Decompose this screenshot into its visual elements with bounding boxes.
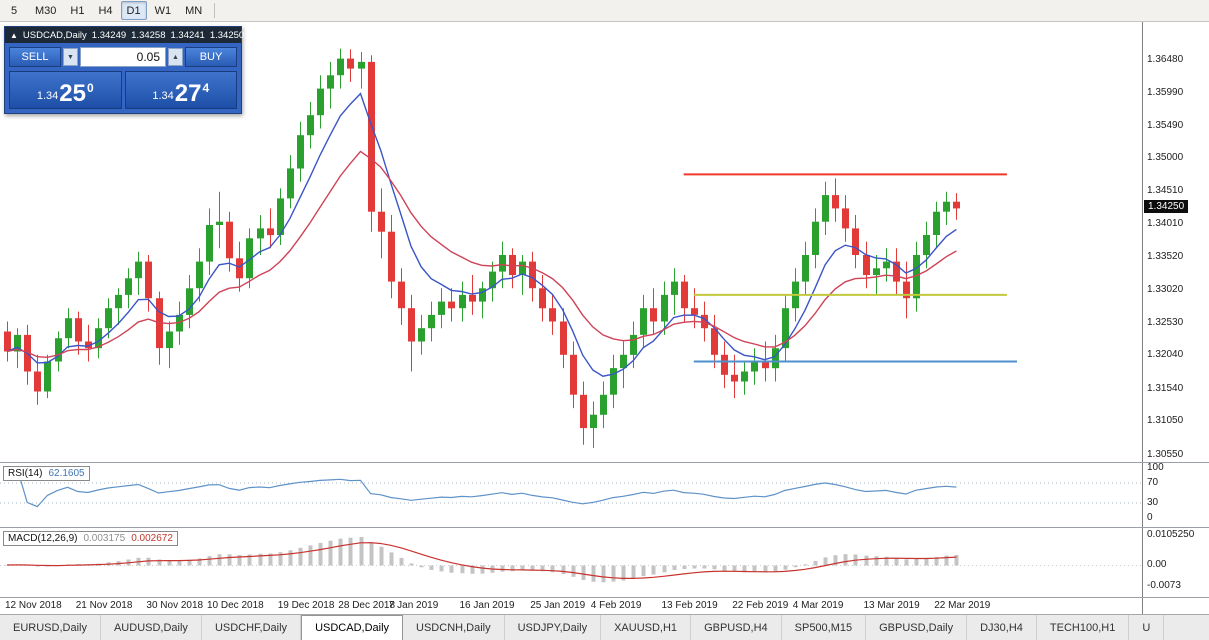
sell-price-prefix: 1.34 — [36, 90, 59, 102]
macd-axis-label: 0.0105250 — [1147, 529, 1195, 540]
rsi-canvas[interactable] — [0, 463, 1142, 527]
date-label: 21 Nov 2018 — [75, 600, 133, 611]
date-label: 22 Feb 2019 — [732, 600, 789, 611]
date-label: 7 Jan 2019 — [388, 600, 439, 611]
trade-panel-header[interactable]: ▲ USDCAD,Daily 1.34249 1.34258 1.34241 1… — [5, 27, 245, 43]
pane-separator[interactable] — [0, 462, 1209, 463]
buy-button[interactable]: BUY — [185, 47, 237, 67]
date-label: 12 Nov 2018 — [5, 600, 62, 611]
tab-u[interactable]: U — [1129, 615, 1165, 640]
trade-controls-row: SELL ▼ ▲ BUY — [5, 43, 241, 69]
date-label: 13 Feb 2019 — [661, 600, 718, 611]
one-click-trading-panel: ▲ USDCAD,Daily 1.34249 1.34258 1.34241 1… — [4, 26, 245, 114]
macd-axis-label: 0.00 — [1147, 559, 1167, 570]
macd-signal-value: 0.002672 — [131, 533, 173, 544]
tab-dj30-h4[interactable]: DJ30,H4 — [967, 615, 1037, 640]
macd-canvas[interactable] — [0, 528, 1142, 597]
bar-close-value: 1.34250 — [209, 29, 245, 41]
tab-xauusd-h1[interactable]: XAUUSD,H1 — [601, 615, 692, 640]
rsi-name: RSI(14) — [8, 468, 43, 479]
date-label: 4 Feb 2019 — [590, 600, 642, 611]
sell-button[interactable]: SELL — [9, 47, 61, 67]
volume-increase-button[interactable]: ▲ — [168, 48, 183, 66]
date-label: 25 Jan 2019 — [530, 600, 586, 611]
volume-input[interactable] — [80, 47, 166, 67]
chart-symbol-label: USDCAD,Daily — [22, 29, 87, 41]
tab-gbpusd-h4[interactable]: GBPUSD,H4 — [691, 615, 782, 640]
sell-price-button[interactable]: 1.34 25 0 — [9, 71, 122, 109]
trade-prices-row: 1.34 25 0 1.34 27 4 — [5, 69, 241, 113]
price-axis-label: 1.35990 — [1147, 86, 1184, 98]
price-axis-label: 1.35490 — [1147, 119, 1184, 131]
price-axis-label: 1.33020 — [1147, 284, 1184, 296]
collapse-arrow-icon[interactable]: ▲ — [10, 30, 18, 40]
tab-sp500-m15[interactable]: SP500,M15 — [782, 615, 867, 640]
bar-low-value: 1.34241 — [170, 29, 205, 41]
price-axis-label: 1.32530 — [1147, 316, 1184, 328]
price-axis-label: 1.35000 — [1147, 152, 1184, 164]
timeframe-toolbar: 5 M30 H1 H4 D1 W1 MN — [0, 0, 1209, 22]
tab-usdjpy-daily[interactable]: USDJPY,Daily — [505, 615, 602, 640]
tab-tech100-h1[interactable]: TECH100,H1 — [1037, 615, 1130, 640]
rsi-axis-label: 70 — [1147, 477, 1159, 488]
timeframe-button-mn[interactable]: MN — [185, 4, 203, 17]
sell-price-point: 0 — [86, 81, 94, 95]
rsi-value: 62.1605 — [48, 468, 85, 479]
sell-price-pips: 25 — [59, 80, 86, 107]
price-axis-label: 1.32040 — [1147, 349, 1184, 361]
buy-price-point: 4 — [202, 81, 210, 95]
price-axis-label: 1.33520 — [1147, 250, 1184, 262]
date-label: 16 Jan 2019 — [459, 600, 515, 611]
date-label: 19 Dec 2018 — [277, 600, 335, 611]
timeframe-button-d1[interactable]: D1 — [120, 1, 147, 20]
price-axis-label: 1.34010 — [1147, 218, 1184, 230]
tab-usdcnh-daily[interactable]: USDCNH,Daily — [403, 615, 505, 640]
rsi-axis-label: 30 — [1147, 497, 1159, 508]
timeframe-button-w1[interactable]: W1 — [154, 4, 172, 17]
chart-tabs: EURUSD,Daily AUDUSD,Daily USDCHF,Daily USDC… — [0, 614, 1209, 640]
bar-open-value: 1.34249 — [91, 29, 127, 41]
timeframe-button-5[interactable]: 5 — [10, 4, 18, 17]
macd-main-value: 0.003175 — [83, 533, 126, 544]
date-label: 13 Mar 2019 — [863, 600, 920, 611]
time-scale[interactable]: 12 Nov 2018 21 Nov 2018 30 Nov 2018 10 Dec … — [0, 598, 1142, 614]
date-label: 4 Mar 2019 — [792, 600, 844, 611]
macd-axis-label: -0.0073 — [1147, 579, 1181, 591]
volume-decrease-button[interactable]: ▼ — [63, 48, 78, 66]
toolbar-separator — [214, 3, 216, 18]
timeframe-button-m30[interactable]: M30 — [35, 4, 57, 17]
macd-indicator-label: MACD(12,26,9) 0.003175 0.002672 — [3, 531, 178, 546]
tab-usdcad-daily[interactable]: USDCAD,Daily — [301, 615, 404, 640]
price-scale[interactable]: 1.36480 1.35990 1.35490 1.35000 1.34510 1.340… — [1142, 22, 1209, 614]
buy-price-pips: 27 — [174, 80, 202, 107]
price-axis-label: 1.31540 — [1147, 382, 1184, 394]
current-price-badge: 1.34250 — [1144, 200, 1189, 214]
macd-name: MACD(12,26,9) — [8, 533, 78, 544]
tab-audusd-daily[interactable]: AUDUSD,Daily — [101, 615, 202, 640]
rsi-axis-label: 100 — [1147, 462, 1164, 473]
date-label: 10 Dec 2018 — [207, 600, 264, 611]
bar-high-value: 1.34258 — [131, 29, 166, 41]
pane-separator[interactable] — [0, 527, 1209, 528]
price-axis-label: 1.30550 — [1147, 448, 1184, 460]
tab-usdchf-daily[interactable]: USDCHF,Daily — [202, 615, 302, 640]
rsi-indicator-label: RSI(14) 62.1605 — [3, 466, 90, 481]
buy-price-button[interactable]: 1.34 27 4 — [124, 71, 237, 109]
timeframe-button-h1[interactable]: H1 — [70, 4, 85, 17]
rsi-axis-label: 0 — [1147, 512, 1153, 523]
pane-separator[interactable] — [0, 597, 1209, 598]
price-axis-label: 1.36480 — [1147, 53, 1184, 65]
date-label: 28 Dec 2018 — [338, 600, 396, 611]
tab-eurusd-daily[interactable]: EURUSD,Daily — [0, 615, 101, 640]
price-axis-label: 1.31050 — [1147, 415, 1184, 427]
price-axis-label: 1.34510 — [1147, 185, 1184, 197]
date-label: 30 Nov 2018 — [146, 600, 204, 611]
tab-gbpusd-daily[interactable]: GBPUSD,Daily — [866, 615, 968, 640]
timeframe-button-h4[interactable]: H4 — [98, 4, 113, 17]
buy-price-prefix: 1.34 — [152, 90, 174, 102]
date-label: 22 Mar 2019 — [934, 600, 991, 611]
